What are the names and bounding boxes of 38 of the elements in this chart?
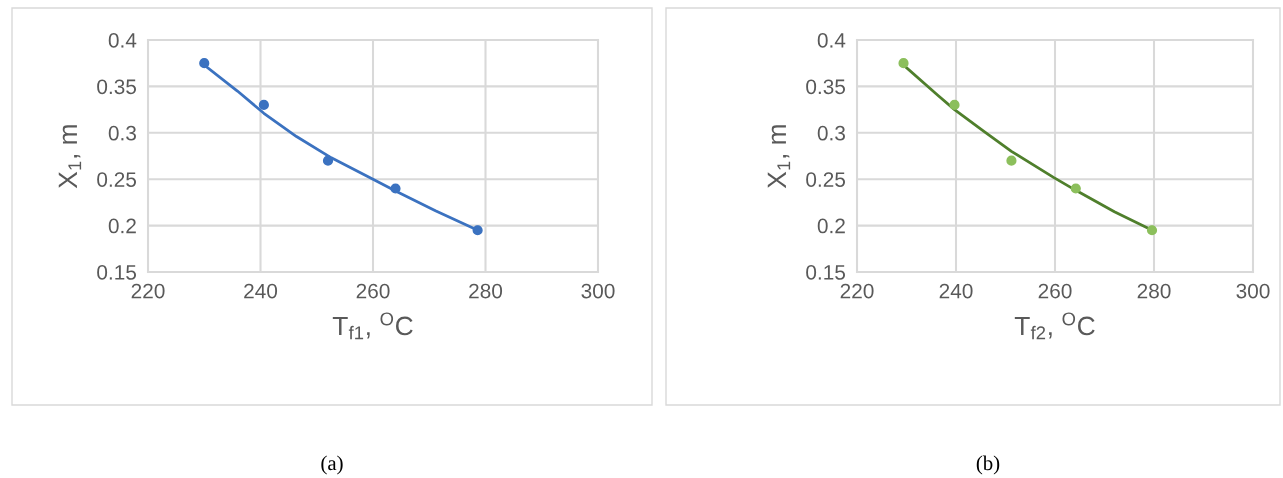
x-tick-label: 280	[1137, 283, 1171, 299]
y-tick-label: 0.4	[108, 33, 137, 48]
point	[322, 155, 334, 166]
point	[199, 58, 210, 69]
y-tick-label: 0.4	[817, 33, 846, 48]
point	[472, 225, 483, 236]
point	[390, 183, 401, 194]
x-tick-label: 260	[356, 283, 390, 299]
point	[1006, 155, 1017, 166]
y-tick-label: 0.2	[108, 218, 136, 234]
text: (a)	[321, 455, 343, 475]
y-tick-label: 0.15	[97, 265, 137, 280]
y-tick-label: 0.2	[817, 218, 845, 234]
y-tick-label: 0.25	[97, 172, 137, 187]
x-axis-title: T$_{f2}$, $^{O}$C	[1014, 312, 1095, 340]
y-tick-label: 0.35	[97, 79, 137, 95]
x-tick-label: 300	[581, 283, 615, 299]
y-tick-label: 0.15	[806, 265, 846, 280]
x-tick-label: 220	[840, 283, 874, 299]
y-axis-title: X$_{1}$, m	[58, 125, 82, 189]
x-axis-title: T$_{f1}$, $^{O}$C	[332, 312, 413, 340]
point	[1070, 183, 1081, 194]
x-tick-label: 300	[1236, 283, 1270, 299]
y-tick-label: 0.3	[108, 125, 136, 141]
point	[258, 99, 269, 111]
point	[898, 58, 909, 69]
x-tick-label: 220	[131, 283, 165, 299]
text: (b)	[976, 455, 1000, 475]
x-tick-label: 240	[939, 283, 973, 299]
point	[949, 99, 960, 111]
x-tick-label: 240	[244, 283, 278, 299]
y-tick-label: 0.35	[806, 79, 846, 95]
y-tick-label: 0.25	[806, 172, 846, 187]
x-tick-label: 260	[1038, 283, 1072, 299]
x-tick-label: 280	[469, 283, 503, 299]
y-axis-title: X$_{1}$, m	[767, 125, 791, 189]
y-tick-label: 0.3	[817, 125, 845, 141]
point	[1146, 225, 1158, 236]
